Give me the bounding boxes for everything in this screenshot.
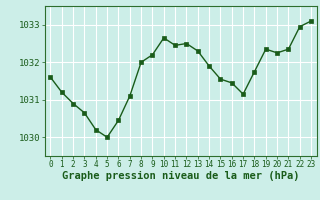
X-axis label: Graphe pression niveau de la mer (hPa): Graphe pression niveau de la mer (hPa) (62, 171, 300, 181)
